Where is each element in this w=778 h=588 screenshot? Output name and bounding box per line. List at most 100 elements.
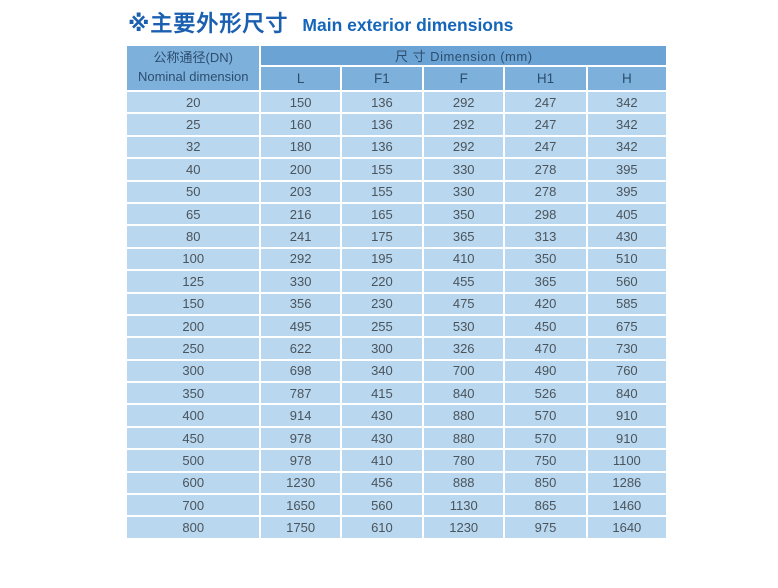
cell-h1: 865 [503, 493, 588, 518]
cell-l: 978 [259, 448, 342, 473]
cell-h1: 278 [503, 179, 588, 204]
cell-dn: 700 [124, 493, 262, 518]
cell-dn: 80 [124, 224, 262, 249]
dn-column-header-cn: 公称通径(DN) [153, 50, 233, 66]
cell-f1: 410 [339, 448, 425, 473]
section-title-en: Main exterior dimensions [302, 15, 514, 35]
table-row: 25 160 136 292 247 342 [124, 112, 669, 137]
table-row: 80 241 175 365 313 430 [124, 224, 669, 249]
dn-column-header: 公称通径(DN) Nominal dimension [124, 44, 262, 92]
cell-h: 910 [585, 403, 669, 428]
dn-column-header-en: Nominal dimension [137, 69, 249, 84]
cell-h: 760 [585, 358, 669, 384]
cell-h: 910 [585, 425, 669, 451]
cell-f1: 195 [339, 246, 425, 272]
dimension-group-header: 尺 寸 Dimension (mm) [259, 44, 668, 67]
cell-f: 840 [422, 381, 506, 406]
table-row: 32 180 136 292 247 342 [124, 134, 669, 160]
dimensions-table: 公称通径(DN) Nominal dimension 尺 寸 Dimension… [124, 44, 669, 540]
cell-h1: 350 [503, 246, 588, 272]
cell-h: 585 [585, 291, 669, 316]
table-row: 700 1650 560 1130 865 1460 [124, 493, 669, 518]
cell-h1: 470 [503, 336, 588, 361]
cell-l: 356 [259, 291, 342, 316]
cell-h1: 850 [503, 470, 588, 496]
cell-h: 1460 [585, 493, 669, 518]
cell-l: 1650 [259, 493, 342, 518]
cell-dn: 50 [124, 179, 262, 204]
cell-f1: 430 [339, 425, 425, 451]
table-row: 40 200 155 330 278 395 [124, 157, 669, 182]
cell-f: 475 [422, 291, 506, 316]
cell-f1: 165 [339, 201, 425, 227]
cell-f: 365 [422, 224, 506, 249]
cell-f1: 136 [339, 112, 425, 137]
cell-f: 292 [422, 134, 506, 160]
cell-f1: 136 [339, 89, 425, 115]
cell-dn: 600 [124, 470, 262, 496]
table-row: 65 216 165 350 298 405 [124, 201, 669, 227]
cell-f1: 175 [339, 224, 425, 249]
cell-h1: 313 [503, 224, 588, 249]
cell-dn: 500 [124, 448, 262, 473]
cell-dn: 125 [124, 269, 262, 294]
table-body: 20 150 136 292 247 342 25 160 136 292 247 342 32 180 1… [124, 89, 669, 540]
section-title: ※主要外形尺寸 Main exterior dimensions [125, 6, 668, 37]
table-row: 500 978 410 780 750 1100 [124, 448, 669, 473]
column-header-h1: H1 [503, 65, 588, 92]
cell-h: 1286 [585, 470, 669, 496]
cell-l: 1230 [259, 470, 342, 496]
table-row: 600 1230 456 888 850 1286 [124, 470, 669, 496]
cell-l: 330 [259, 269, 342, 294]
cell-f: 350 [422, 201, 506, 227]
cell-f: 880 [422, 425, 506, 451]
cell-f1: 340 [339, 358, 425, 384]
cell-dn: 300 [124, 358, 262, 384]
cell-h1: 975 [503, 515, 588, 540]
cell-h: 675 [585, 313, 669, 339]
cell-f: 1230 [422, 515, 506, 540]
cell-h: 560 [585, 269, 669, 294]
table-row: 200 495 255 530 450 675 [124, 313, 669, 339]
cell-f1: 136 [339, 134, 425, 160]
cell-dn: 800 [124, 515, 262, 540]
cell-f: 888 [422, 470, 506, 496]
cell-l: 292 [259, 246, 342, 272]
table-row: 125 330 220 455 365 560 [124, 269, 669, 294]
cell-h1: 278 [503, 157, 588, 182]
cell-f1: 610 [339, 515, 425, 540]
table-row: 150 356 230 475 420 585 [124, 291, 669, 316]
cell-h: 395 [585, 179, 669, 204]
cell-h1: 420 [503, 291, 588, 316]
cell-h1: 365 [503, 269, 588, 294]
cell-dn: 450 [124, 425, 262, 451]
cell-h: 730 [585, 336, 669, 361]
cell-l: 787 [259, 381, 342, 406]
table-row: 100 292 195 410 350 510 [124, 246, 669, 272]
cell-f: 880 [422, 403, 506, 428]
table-row: 450 978 430 880 570 910 [124, 425, 669, 451]
cell-h: 342 [585, 112, 669, 137]
table-row: 250 622 300 326 470 730 [124, 336, 669, 361]
cell-h1: 247 [503, 112, 588, 137]
cell-l: 241 [259, 224, 342, 249]
table-row: 350 787 415 840 526 840 [124, 381, 669, 406]
cell-f1: 155 [339, 179, 425, 204]
cell-h: 395 [585, 157, 669, 182]
table-row: 20 150 136 292 247 342 [124, 89, 669, 115]
cell-dn: 65 [124, 201, 262, 227]
cell-h1: 750 [503, 448, 588, 473]
cell-dn: 100 [124, 246, 262, 272]
table-row: 300 698 340 700 490 760 [124, 358, 669, 384]
cell-f: 530 [422, 313, 506, 339]
cell-h: 342 [585, 134, 669, 160]
cell-f1: 415 [339, 381, 425, 406]
column-header-h: H [585, 65, 669, 92]
cell-h1: 247 [503, 134, 588, 160]
table-header: 公称通径(DN) Nominal dimension 尺 寸 Dimension… [124, 44, 669, 92]
cell-l: 495 [259, 313, 342, 339]
cell-h: 1100 [585, 448, 669, 473]
column-header-f1: F1 [339, 65, 425, 92]
cell-l: 216 [259, 201, 342, 227]
cell-f1: 456 [339, 470, 425, 496]
